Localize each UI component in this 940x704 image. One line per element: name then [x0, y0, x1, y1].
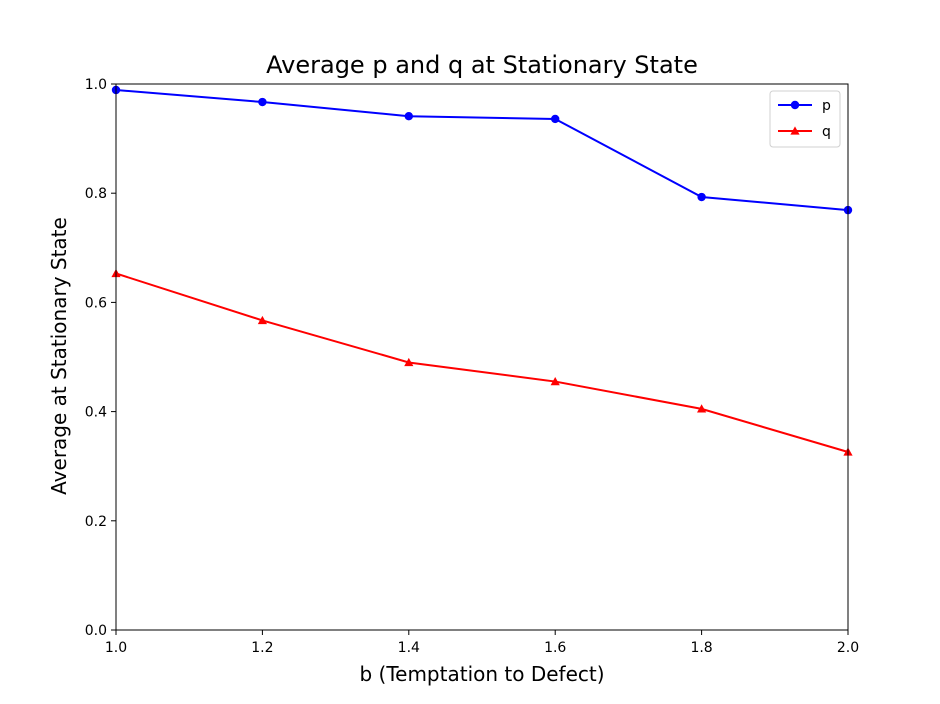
data-point-p	[258, 97, 267, 107]
series-line-q	[115, 272, 849, 453]
y-tick-label: 0.6	[85, 295, 107, 311]
y-axis-title: Average at Stationary State	[47, 217, 71, 495]
data-point-q	[257, 315, 267, 325]
y-tick-label: 0.4	[85, 405, 107, 421]
x-tick-label: 2.0	[837, 640, 859, 656]
legend-marker-q	[790, 126, 800, 135]
data-point-p	[697, 192, 706, 202]
x-axis-title: b (Temptation to Defect)	[359, 662, 604, 686]
y-tick-label: 0.8	[85, 186, 107, 202]
legend-label-p: p	[822, 98, 831, 114]
x-tick-label: 1.0	[105, 640, 127, 656]
legend-label-q: q	[822, 124, 831, 140]
plot-frame	[115, 83, 849, 631]
chart-title: Average p and q at Stationary State	[266, 51, 698, 79]
data-point-q	[404, 357, 414, 367]
data-point-q	[697, 404, 707, 413]
y-tick-label: 1.0	[85, 77, 107, 93]
x-tick-label: 1.4	[398, 640, 420, 656]
data-point-p	[404, 112, 413, 121]
x-tick-label: 1.2	[251, 640, 273, 656]
series-group	[111, 85, 853, 456]
y-tick-label: 0.0	[85, 623, 107, 639]
axis-ticks: 1.0 1.2 1.4 1.6 1.8 2.0 0.0 0.2 0.4 0.6 0.8 1.0	[85, 77, 859, 656]
x-tick-label: 1.6	[544, 640, 566, 656]
data-point-q	[550, 376, 560, 386]
data-point-p	[551, 114, 560, 124]
series-line-p	[115, 89, 849, 212]
x-tick-label: 1.8	[690, 640, 712, 656]
legend: pq	[769, 90, 841, 148]
legend-marker-p	[790, 100, 800, 110]
y-tick-label: 0.2	[85, 514, 107, 530]
